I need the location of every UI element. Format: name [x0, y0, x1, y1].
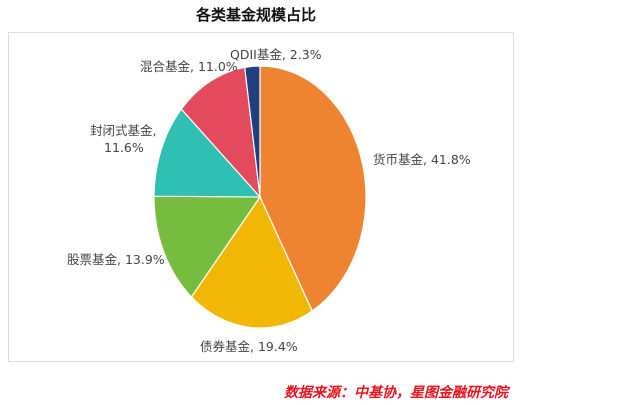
- label-mixed-fund: 混合基金, 11.0%: [140, 59, 238, 74]
- pie-slice-1: [190, 195, 313, 329]
- pie-slice-3: [153, 108, 262, 198]
- label-bond-fund: 债券基金, 19.4%: [200, 339, 298, 354]
- label-stock-fund: 股票基金, 13.9%: [67, 252, 165, 267]
- label-closed-fund-pct: 11.6%: [104, 140, 144, 155]
- label-qdii-fund: QDII基金, 2.3%: [230, 47, 322, 62]
- pie-slice-4: [180, 66, 261, 199]
- label-closed-fund: 封闭式基金,: [90, 123, 157, 138]
- chart-frame: [8, 32, 514, 362]
- pie-slice-0: [259, 65, 367, 312]
- label-money-fund: 货币基金, 41.8%: [373, 152, 471, 167]
- data-source: 数据来源：中基协，星图金融研究院: [284, 385, 508, 401]
- chart-title: 各类基金规模占比: [195, 6, 316, 24]
- pie-slice-2: [153, 195, 262, 298]
- pie-slice-5: [244, 65, 261, 198]
